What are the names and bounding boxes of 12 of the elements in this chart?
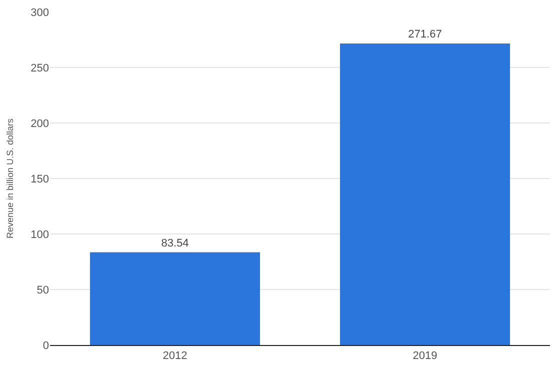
y-tick-label: 100 — [30, 228, 49, 241]
y-tick-label: 250 — [30, 62, 49, 74]
x-tick-label: 2012 — [162, 350, 188, 362]
y-tick-label: 50 — [36, 284, 49, 296]
data-label: 83.54 — [161, 237, 189, 250]
y-axis-title: Revenue in billion U.S. dollars — [4, 118, 15, 239]
y-tick-label: 200 — [30, 118, 49, 130]
data-label: 271.67 — [408, 28, 442, 40]
x-tick-label: 2019 — [412, 350, 438, 362]
y-tick-label: 300 — [30, 6, 49, 19]
y-tick-label: 0 — [42, 340, 49, 352]
y-tick-label: 150 — [30, 173, 49, 186]
